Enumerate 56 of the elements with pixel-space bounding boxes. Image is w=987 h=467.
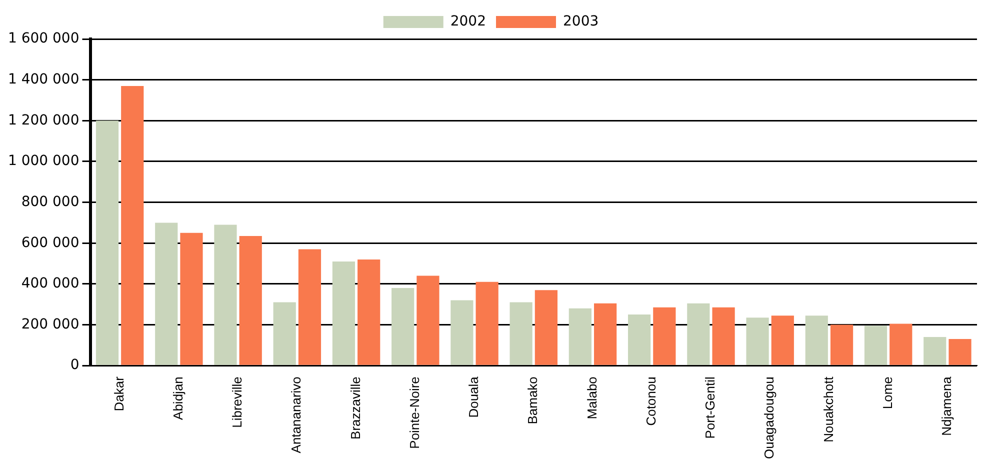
bar	[180, 232, 203, 365]
bar	[416, 276, 440, 365]
legend-label: 2003	[563, 14, 599, 30]
bar	[534, 290, 558, 365]
x-tick-label: Port-Gentil	[702, 376, 718, 439]
bar	[273, 302, 296, 365]
bar	[594, 303, 617, 365]
bar	[214, 224, 237, 365]
x-tick-label: Antananarivo	[288, 376, 304, 454]
y-tick-label: 1 400 000	[8, 71, 80, 88]
y-tick-label: 400 000	[21, 276, 80, 292]
bar	[687, 303, 710, 365]
y-tick-label: 1 200 000	[8, 112, 80, 128]
x-tick-label: Douala	[466, 376, 482, 418]
y-tick-label: 0	[70, 357, 80, 374]
bar	[510, 302, 532, 365]
bar	[924, 337, 946, 365]
y-tick-label: 800 000	[21, 194, 80, 210]
legend-label: 2002	[450, 14, 486, 30]
y-tick-label: 600 000	[21, 234, 80, 251]
bar	[712, 307, 735, 365]
x-tick-label: Malabo	[584, 376, 600, 420]
bar	[890, 324, 912, 365]
x-tick-label: Cotonou	[643, 376, 658, 426]
y-tick-label: 1 000 000	[8, 153, 80, 170]
bar	[771, 316, 794, 365]
x-tick-label: Libreville	[230, 376, 245, 428]
x-tick-label: Brazzaville	[348, 376, 363, 440]
bar	[239, 236, 262, 365]
x-tick-label: Dakar	[111, 376, 126, 412]
y-tick-label: 200 000	[21, 316, 80, 332]
x-tick-label: Ouagadougou	[762, 376, 777, 460]
bar	[155, 222, 178, 365]
bar	[628, 314, 651, 365]
bar	[568, 308, 592, 365]
bar	[392, 288, 414, 365]
bar	[476, 282, 498, 365]
bar	[746, 318, 769, 365]
bar	[948, 339, 972, 365]
bar	[653, 307, 676, 365]
x-tick-label: Ndjamena	[939, 376, 954, 436]
x-tick-label: Lome	[880, 376, 895, 410]
bar	[298, 249, 322, 365]
x-tick-label: Nouakchott	[820, 376, 836, 442]
bar	[830, 324, 854, 365]
bar	[805, 316, 828, 365]
bar	[864, 326, 888, 365]
bar	[96, 120, 119, 365]
x-tick-label: Bamako	[525, 376, 540, 424]
bar	[332, 261, 356, 365]
bar	[121, 86, 144, 365]
y-tick-label: 1 600 000	[8, 30, 80, 47]
bar	[358, 259, 380, 365]
x-tick-label: Abidjan	[170, 376, 186, 420]
bar	[450, 300, 474, 365]
x-tick-label: Pointe-Noire	[406, 376, 422, 449]
